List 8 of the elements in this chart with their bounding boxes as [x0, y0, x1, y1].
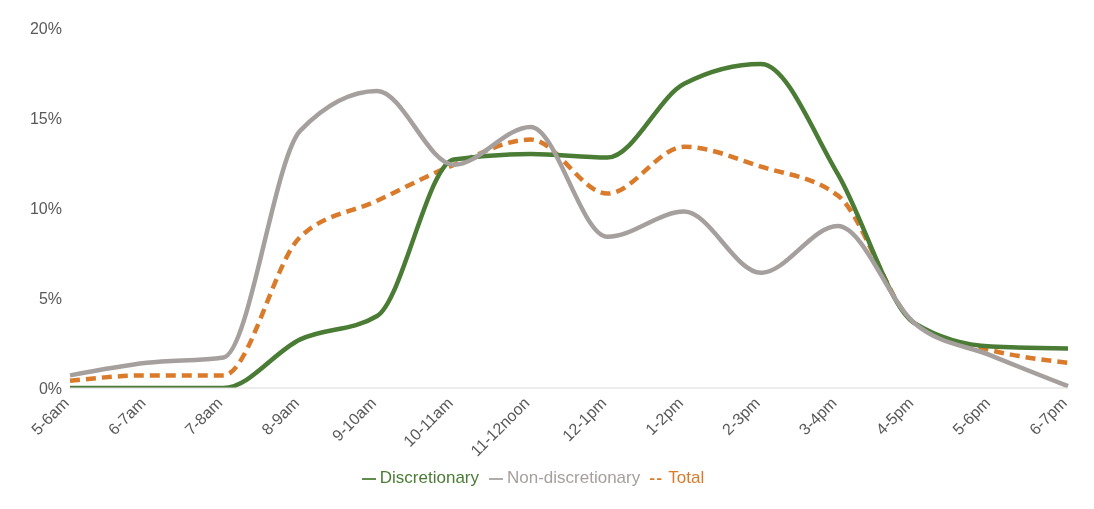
y-tick-label: 0%	[38, 379, 62, 397]
legend-label: Non-discretionary	[507, 468, 641, 487]
y-tick-label: 15%	[29, 109, 62, 127]
y-tick-label: 10%	[29, 199, 62, 217]
y-tick-label: 5%	[38, 289, 62, 307]
legend-label: Discretionary	[379, 468, 480, 487]
y-tick-label: 20%	[29, 19, 62, 37]
legend-label: Total	[668, 468, 705, 487]
